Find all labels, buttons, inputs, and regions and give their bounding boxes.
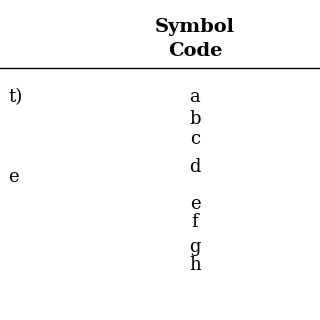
Text: a: a — [190, 88, 200, 106]
Text: h: h — [189, 256, 201, 274]
Text: f: f — [192, 213, 198, 231]
Text: t): t) — [8, 88, 22, 106]
Text: b: b — [189, 110, 201, 128]
Text: g: g — [189, 238, 201, 256]
Text: e: e — [8, 168, 19, 186]
Text: e: e — [190, 195, 200, 213]
Text: d: d — [189, 158, 201, 176]
Text: Symbol: Symbol — [155, 18, 235, 36]
Text: c: c — [190, 130, 200, 148]
Text: Code: Code — [168, 42, 222, 60]
